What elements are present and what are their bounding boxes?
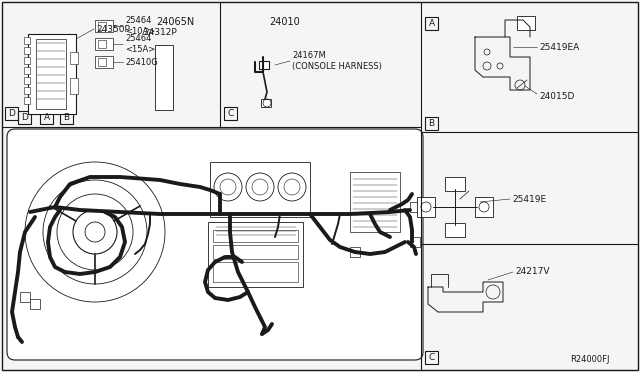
Bar: [475, 197, 493, 217]
Bar: [98, 22, 106, 30]
Text: 25419EA: 25419EA: [539, 42, 579, 51]
Bar: [18, 111, 31, 124]
Bar: [28, 34, 76, 114]
Bar: [40, 111, 53, 124]
Bar: [24, 67, 30, 74]
Bar: [410, 202, 420, 212]
Text: D: D: [21, 113, 28, 122]
Text: 24015D: 24015D: [539, 92, 574, 100]
Bar: [30, 299, 40, 309]
Bar: [213, 230, 298, 242]
Text: D: D: [8, 109, 15, 118]
Bar: [24, 37, 30, 44]
Bar: [70, 52, 78, 64]
Bar: [350, 247, 360, 257]
Bar: [155, 45, 173, 110]
Bar: [224, 107, 237, 120]
Bar: [350, 172, 400, 232]
Bar: [20, 292, 30, 302]
Text: B: B: [63, 113, 70, 122]
Bar: [210, 162, 310, 217]
Bar: [70, 78, 78, 94]
Text: 25464
<10A>: 25464 <10A>: [125, 16, 156, 36]
Bar: [208, 222, 303, 287]
Bar: [259, 61, 269, 69]
Text: R24000FJ: R24000FJ: [570, 356, 610, 365]
Text: 25410G: 25410G: [125, 58, 157, 67]
Bar: [410, 237, 420, 247]
Text: 24217V: 24217V: [515, 267, 550, 276]
Bar: [517, 16, 535, 30]
Text: 24010: 24010: [269, 17, 300, 27]
Bar: [95, 56, 113, 68]
Text: 24350P: 24350P: [96, 25, 130, 33]
Bar: [98, 40, 106, 48]
FancyBboxPatch shape: [7, 129, 423, 360]
Bar: [417, 197, 435, 217]
Bar: [425, 17, 438, 30]
Bar: [425, 351, 438, 364]
Bar: [24, 87, 30, 94]
Text: 25464
<15A>: 25464 <15A>: [125, 34, 156, 54]
Text: 25419E: 25419E: [512, 195, 546, 203]
Text: A: A: [428, 19, 435, 28]
Bar: [24, 97, 30, 104]
Text: 24312P: 24312P: [143, 28, 177, 37]
Bar: [36, 39, 66, 109]
Bar: [95, 20, 113, 32]
Bar: [5, 107, 18, 120]
Bar: [425, 117, 438, 130]
Text: B: B: [428, 119, 435, 128]
Bar: [95, 38, 113, 50]
Bar: [24, 77, 30, 84]
Bar: [98, 58, 106, 66]
Text: C: C: [227, 109, 234, 118]
Bar: [445, 177, 465, 191]
Text: A: A: [44, 113, 49, 122]
Text: 24167M
(CONSOLE HARNESS): 24167M (CONSOLE HARNESS): [292, 51, 382, 71]
Bar: [24, 57, 30, 64]
Text: C: C: [428, 353, 435, 362]
Bar: [24, 47, 30, 54]
Text: 24065N: 24065N: [156, 17, 194, 27]
Bar: [60, 111, 73, 124]
Bar: [445, 223, 465, 237]
Bar: [261, 99, 271, 107]
Bar: [213, 245, 298, 259]
Bar: [213, 262, 298, 282]
